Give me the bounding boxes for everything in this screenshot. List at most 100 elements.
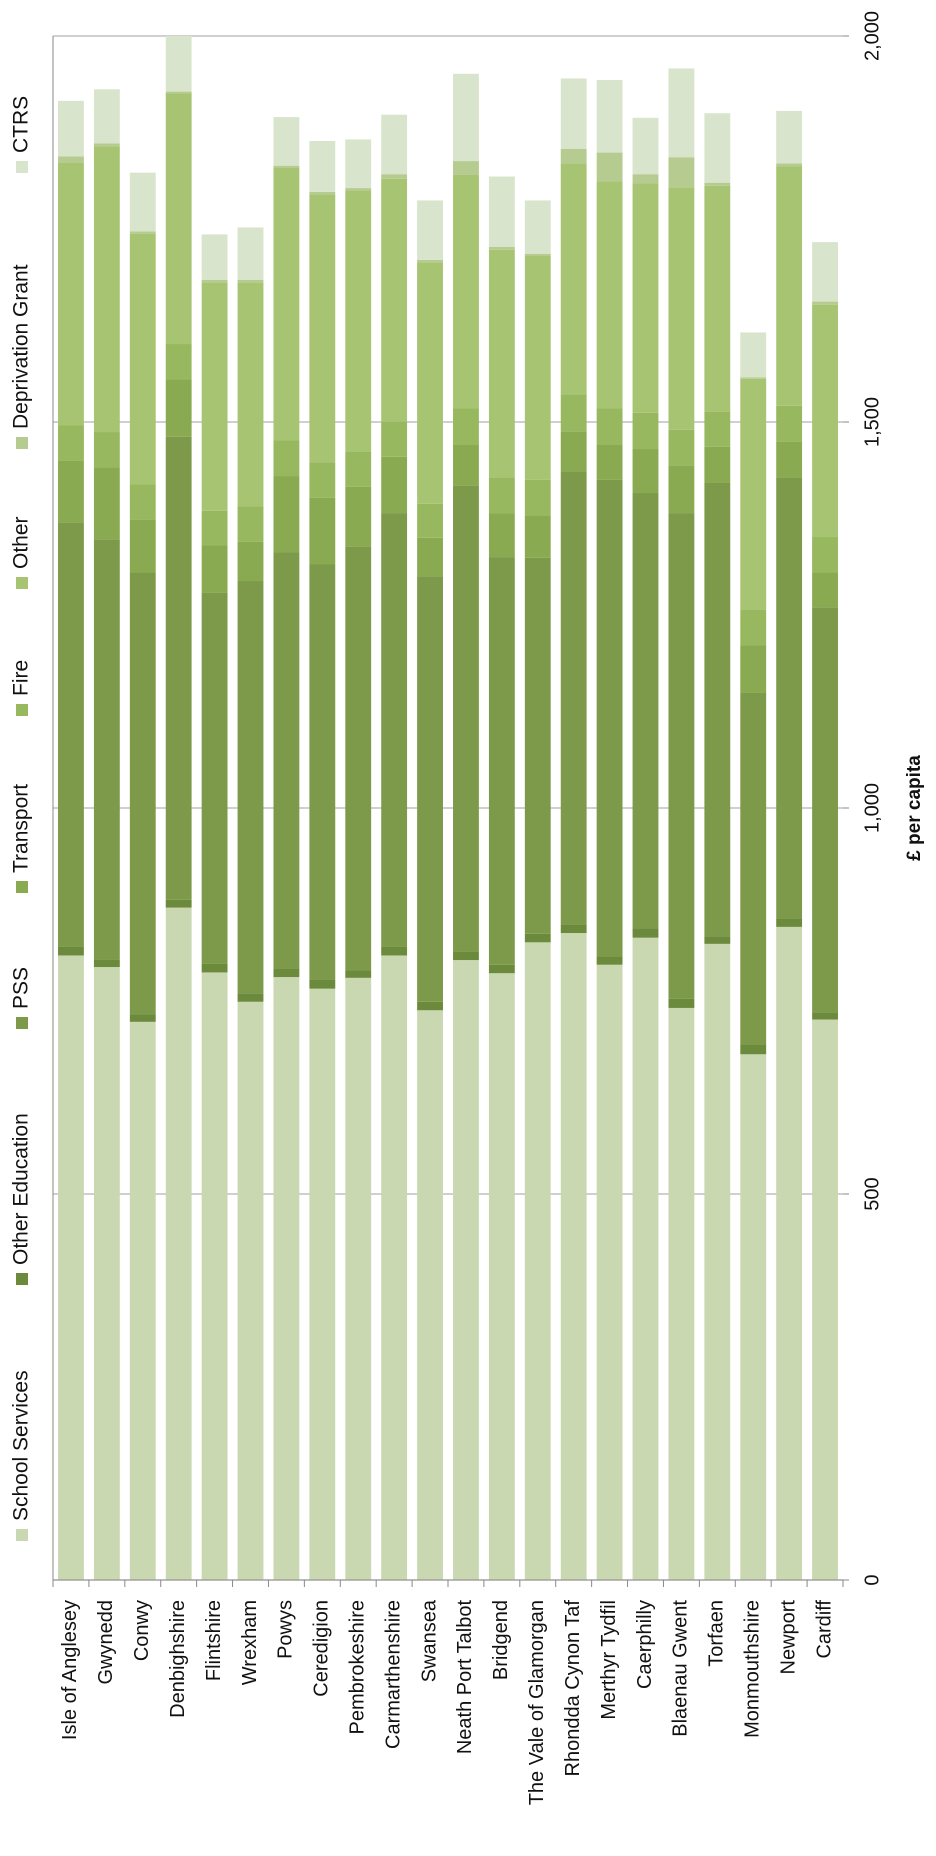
x-tick-label: Conwy [131,1600,153,1661]
bar-segment [381,174,408,179]
bar-segment [129,519,156,573]
bar-segment [524,479,551,516]
bar-segment [812,301,838,305]
bar-segment [668,157,695,188]
x-tick-label: Gwynedd [95,1600,117,1685]
bar-segment [812,1012,838,1020]
x-tick-label: Caerphilly [634,1600,656,1689]
bar-segment [417,576,443,1002]
bar-segment [596,479,623,957]
bar-segment [165,344,192,380]
bar-segment [704,936,731,944]
legend-swatch [16,161,28,173]
bar-segment [237,227,264,280]
bar-segment [488,973,515,1580]
bar-segment [524,255,551,480]
bar-segment [201,545,228,593]
bar-segment [524,942,551,1580]
x-tick-label: Wrexham [239,1600,261,1685]
x-tick-label: Newport [777,1600,799,1675]
bar-segment [453,444,479,486]
bar-segment [58,460,84,523]
bar-segment [488,477,515,514]
bar-segment [273,440,300,477]
bar-segment [596,80,623,153]
legend-swatch [16,437,28,449]
bar-segment [668,1007,695,1580]
bar-segment [345,970,372,978]
bar-segment [345,486,372,547]
bar-segment [740,692,767,1046]
x-tick-label: Powys [275,1600,297,1659]
legend-label: School Services [10,1370,33,1521]
bar-segment [453,960,479,1580]
bar-segment [309,497,336,565]
x-tick-label: Denbighshire [167,1600,189,1718]
x-tick-label: Pembrokeshire [347,1600,369,1735]
legend-label: PSS [10,967,33,1009]
bar-segment [776,441,803,478]
bar-segment [309,194,336,463]
bar-segment [596,444,623,480]
bar-segment [129,572,156,1015]
bar-segment [453,73,479,162]
bar-segment [524,515,551,558]
bar-segment [632,174,659,184]
bar-segment [273,168,300,441]
bar-segment [560,471,587,925]
bar-segment [776,110,803,164]
bar-segment [237,282,264,507]
bar-segment [740,378,767,610]
bar-segment [165,36,192,92]
bar-segment [596,408,623,445]
bar-segment [417,503,443,538]
bar-segment [381,178,408,422]
bar-segment [309,979,336,989]
x-tick-label: Merthyr Tydfil [598,1600,620,1720]
bar-segment [668,68,695,158]
bar-segment [129,231,156,234]
bar-segment [129,1014,156,1022]
bar-segment [417,259,443,263]
bar-segment [381,513,408,947]
bar-segment [668,187,695,430]
bar-segment [129,233,156,485]
bar-segment [165,436,192,900]
bar-segment [237,541,264,582]
bar-segment [704,182,731,186]
x-tick-label: Torfaen [706,1600,728,1667]
bar-segment [165,899,192,908]
bar-segment [488,557,515,965]
bar-segment [812,572,838,608]
legend-swatch [16,1529,28,1541]
bar-segment [309,988,336,1580]
bar-segment [58,156,84,163]
bar-segment [165,91,192,94]
bar-segment [273,977,300,1580]
x-tick-label: Swansea [418,1599,440,1682]
x-tick-label: Blaenau Gwent [670,1600,692,1737]
bar-segment [453,485,479,952]
bar-segment [812,537,838,573]
bar-segment [129,484,156,520]
bar-segment [93,432,120,468]
bar-segment [237,506,264,542]
bar-segment [740,609,767,646]
bar-segment [453,408,479,445]
bar-segment [129,172,156,232]
bar-segment [237,1001,264,1580]
bar-segment [273,552,300,969]
x-tick-label: Flintshire [203,1600,225,1681]
bar-segment [632,183,659,413]
bar-segment [488,249,515,478]
bar-segment [58,522,84,947]
bar-segment [129,1021,156,1580]
bar-segment [309,462,336,498]
bar-segment [201,279,228,283]
bar-segment [201,510,228,546]
bar-segment [417,200,443,260]
bar-segment [58,425,84,461]
bar-segment [524,557,551,934]
bar-segment [237,581,264,994]
